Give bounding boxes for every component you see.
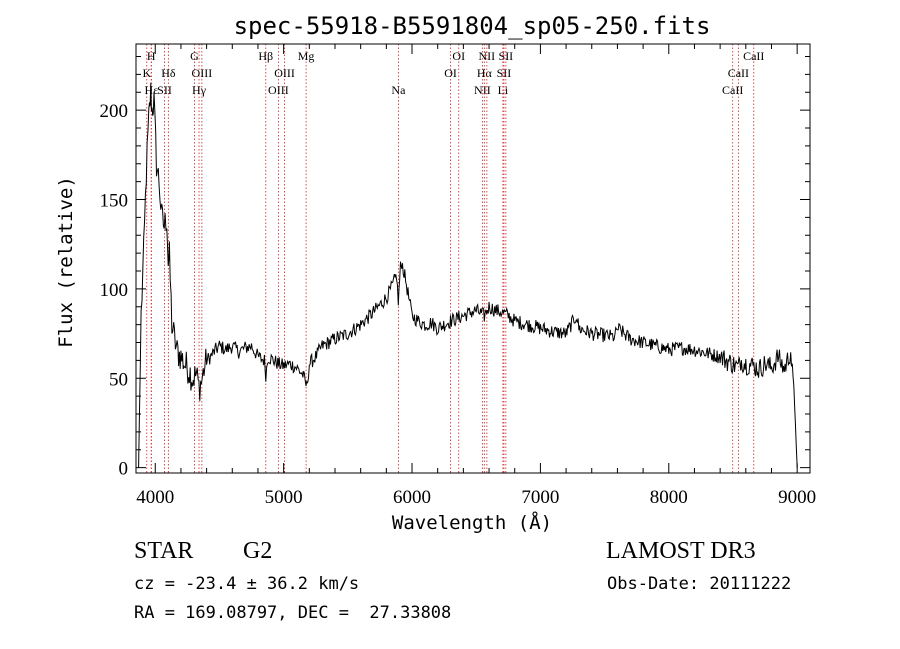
spectral-line-markers: KHHεSIIHδGHγOIIIHβOIIIOIIIMgNaOIOINIIHαN…	[142, 44, 764, 473]
x-tick-label: 4000	[136, 487, 174, 508]
obs-date: Obs-Date: 20111222	[607, 574, 792, 594]
x-tick-label: 9000	[778, 487, 816, 508]
axis-ticks: 4000 5000 6000 7000 8000 9000 0 50 100 150 200	[100, 44, 816, 508]
line-label: OIII	[268, 83, 289, 97]
redshift-readout: cz = -23.4 ± 36.2 km/s	[134, 574, 360, 594]
x-tick-label: 7000	[521, 487, 559, 508]
line-label: OIII	[192, 66, 213, 80]
line-label: Li	[498, 83, 509, 97]
line-label: NII	[474, 83, 491, 97]
line-label: SII	[499, 49, 514, 63]
x-tick-label: 6000	[393, 487, 431, 508]
survey-name: LAMOST DR3	[606, 538, 756, 564]
y-tick-label: 200	[100, 101, 129, 122]
spectrum-layer	[138, 82, 798, 468]
line-label: Hβ	[258, 49, 273, 63]
object-class: STAR	[134, 538, 194, 564]
line-label: OI	[452, 49, 465, 63]
line-label: Hδ	[161, 66, 176, 80]
x-tick-label: 5000	[265, 487, 303, 508]
line-label: Hα	[477, 66, 493, 80]
object-subclass: G2	[243, 538, 273, 564]
line-label: CaII	[722, 83, 743, 97]
plot-frame	[135, 43, 811, 474]
y-tick-label: 150	[100, 191, 129, 212]
line-label: K	[142, 66, 151, 80]
line-label: OIII	[274, 66, 295, 80]
line-label: Na	[391, 83, 406, 97]
line-label: OI	[444, 66, 457, 80]
y-axis-label: Flux (relative)	[55, 176, 77, 348]
spectrum-trace	[138, 82, 798, 468]
line-label: NII	[479, 49, 496, 63]
x-axis-label: Wavelength (Å)	[392, 511, 552, 534]
line-label: Hγ	[192, 83, 207, 97]
line-label: Mg	[298, 49, 315, 63]
coordinates: RA = 169.08797, DEC = 27.33808	[134, 603, 452, 623]
y-tick-label: 100	[100, 280, 129, 301]
y-tick-label: 50	[109, 369, 128, 390]
chart-title: spec-55918-B5591804_sp05-250.fits	[234, 12, 711, 40]
line-label: CaII	[743, 49, 764, 63]
line-label: SII	[157, 83, 172, 97]
y-tick-label: 0	[119, 459, 129, 480]
line-label: CaII	[728, 66, 749, 80]
line-label: G	[190, 49, 199, 63]
line-label: SII	[497, 66, 512, 80]
x-tick-label: 8000	[650, 487, 688, 508]
